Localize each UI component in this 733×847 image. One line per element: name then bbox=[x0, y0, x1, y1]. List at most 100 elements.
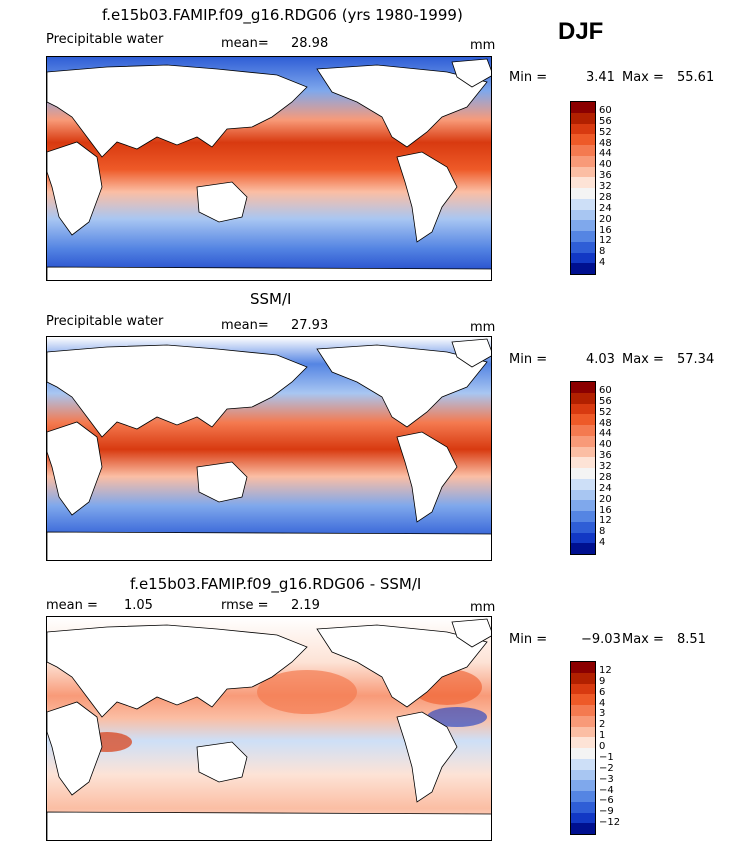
panel-3-max-label: Max = bbox=[622, 632, 664, 647]
colorbar-tick-label: 32 bbox=[599, 181, 612, 192]
colorbar-segment bbox=[571, 198, 595, 210]
panel-1-colorbar-segments bbox=[571, 102, 595, 274]
colorbar-segment bbox=[571, 188, 595, 199]
colorbar-segment bbox=[571, 457, 595, 468]
panel-1-mean-value: 28.98 bbox=[291, 36, 329, 51]
colorbar-segment bbox=[571, 662, 595, 673]
colorbar-tick-label: 9 bbox=[599, 675, 606, 687]
colorbar-segment bbox=[571, 812, 595, 824]
panel-3-rmse-value: 2.19 bbox=[291, 598, 320, 613]
panel-2-units: mm bbox=[470, 320, 496, 335]
panel-2-map bbox=[46, 336, 492, 561]
colorbar-tick-label: −1 bbox=[599, 751, 614, 763]
panel-3-mean-value: 1.05 bbox=[124, 598, 153, 613]
colorbar-tick-label: 56 bbox=[599, 115, 612, 127]
colorbar-segment bbox=[571, 748, 595, 759]
colorbar-tick-label: 36 bbox=[599, 450, 612, 462]
colorbar-segment bbox=[571, 543, 595, 554]
colorbar-tick-label: 16 bbox=[599, 224, 612, 236]
colorbar-segment bbox=[571, 769, 595, 781]
colorbar-segment bbox=[571, 791, 595, 802]
colorbar-segment bbox=[571, 403, 595, 415]
colorbar-segment bbox=[571, 532, 595, 544]
panel-2-title: SSM/I bbox=[250, 290, 292, 308]
colorbar-segment bbox=[571, 801, 595, 813]
panel-1-map bbox=[46, 56, 492, 281]
panel-1-title: f.e15b03.FAMIP.f09_g16.RDG06 (yrs 1980-1… bbox=[102, 6, 463, 24]
colorbar-segment bbox=[571, 209, 595, 221]
panel-3-units: mm bbox=[470, 600, 496, 615]
colorbar-tick-label: 4 bbox=[599, 697, 606, 709]
colorbar-segment bbox=[571, 511, 595, 522]
panel-2-variable-label: Precipitable water bbox=[46, 314, 164, 329]
panel-3-max-value: 8.51 bbox=[677, 632, 706, 647]
colorbar-tick-label: 52 bbox=[599, 406, 612, 418]
colorbar-segment bbox=[571, 241, 595, 253]
colorbar-tick-label: 8 bbox=[599, 526, 606, 538]
colorbar-tick-label: −9 bbox=[599, 806, 614, 818]
colorbar-tick-label: 20 bbox=[599, 213, 612, 225]
colorbar-tick-label: 52 bbox=[599, 126, 612, 138]
colorbar-segment bbox=[571, 726, 595, 738]
colorbar-tick-label: 12 bbox=[599, 515, 612, 527]
colorbar-segment bbox=[571, 521, 595, 533]
colorbar-tick-label: 3 bbox=[599, 708, 606, 720]
colorbar-segment bbox=[571, 382, 595, 393]
colorbar-segment bbox=[571, 715, 595, 727]
colorbar-segment bbox=[571, 231, 595, 242]
panel-3-colorbar-segments bbox=[571, 662, 595, 834]
colorbar-segment bbox=[571, 489, 595, 501]
colorbar-tick-label: 44 bbox=[599, 428, 612, 440]
season-label: DJF bbox=[558, 18, 604, 45]
colorbar-tick-label: 20 bbox=[599, 493, 612, 505]
colorbar-tick-label: 48 bbox=[599, 137, 612, 149]
panel-3-min-label: Min = bbox=[509, 632, 548, 647]
colorbar-tick-label: 60 bbox=[599, 384, 612, 396]
panel-1-units: mm bbox=[470, 38, 496, 53]
colorbar-segment bbox=[571, 263, 595, 274]
colorbar-segment bbox=[571, 102, 595, 113]
colorbar-tick-label: −3 bbox=[599, 773, 614, 785]
panel-3-mean-label: mean = bbox=[46, 598, 98, 613]
colorbar-tick-label: 60 bbox=[599, 104, 612, 116]
panel-3-min-value: −9.03 bbox=[581, 632, 621, 647]
colorbar-segment bbox=[571, 155, 595, 167]
colorbar-tick-label: 24 bbox=[599, 482, 612, 494]
colorbar-segment bbox=[571, 705, 595, 716]
colorbar-segment bbox=[571, 737, 595, 748]
colorbar-segment bbox=[571, 500, 595, 511]
colorbar-segment bbox=[571, 252, 595, 264]
panel-1-mean-label: mean= bbox=[221, 36, 269, 51]
colorbar-segment bbox=[571, 123, 595, 135]
colorbar-segment bbox=[571, 425, 595, 436]
colorbar-segment bbox=[571, 823, 595, 834]
colorbar-tick-label: 28 bbox=[599, 191, 612, 203]
panel-2-colorbar-segments bbox=[571, 382, 595, 554]
colorbar-segment bbox=[571, 177, 595, 188]
land-masks bbox=[47, 618, 491, 840]
colorbar-segment bbox=[571, 672, 595, 684]
panel-3-colorbar bbox=[570, 661, 596, 835]
colorbar-tick-label: 8 bbox=[599, 246, 606, 258]
colorbar-segment bbox=[571, 392, 595, 404]
colorbar-tick-label: 16 bbox=[599, 504, 612, 516]
panel-2-max-label: Max = bbox=[622, 352, 664, 367]
panel-1-variable-label: Precipitable water bbox=[46, 32, 164, 47]
panel-2-mean-label: mean= bbox=[221, 318, 269, 333]
colorbar-segment bbox=[571, 134, 595, 145]
panel-3-title: f.e15b03.FAMIP.f09_g16.RDG06 - SSM/I bbox=[130, 575, 422, 593]
colorbar-segment bbox=[571, 478, 595, 490]
panel-1-colorbar bbox=[570, 101, 596, 275]
panel-2-min-label: Min = bbox=[509, 352, 548, 367]
colorbar-segment bbox=[571, 166, 595, 178]
colorbar-tick-label: 2 bbox=[599, 719, 606, 731]
colorbar-tick-label: 24 bbox=[599, 202, 612, 214]
colorbar-tick-label: −4 bbox=[599, 784, 614, 796]
colorbar-segment bbox=[571, 758, 595, 770]
colorbar-tick-label: 40 bbox=[599, 159, 612, 171]
panel-2-mean-value: 27.93 bbox=[291, 318, 329, 333]
colorbar-segment bbox=[571, 435, 595, 447]
colorbar-tick-label: 36 bbox=[599, 170, 612, 182]
panel-2-min-value: 4.03 bbox=[586, 352, 615, 367]
colorbar-tick-label: 56 bbox=[599, 395, 612, 407]
